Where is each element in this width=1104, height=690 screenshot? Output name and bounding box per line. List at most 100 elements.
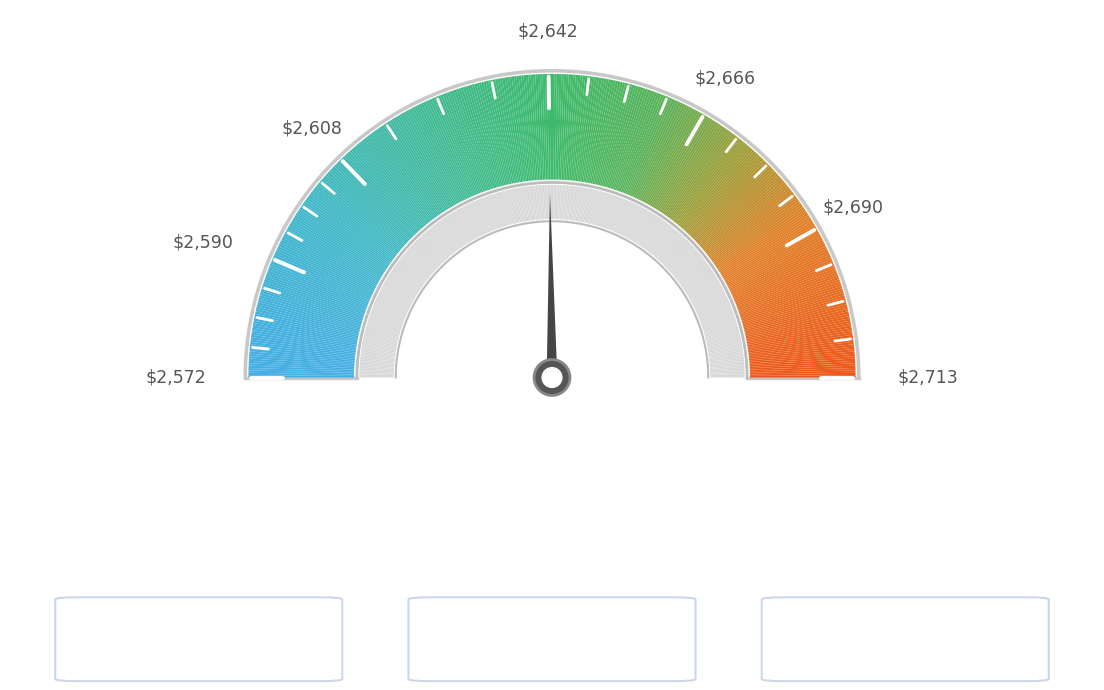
Wedge shape [257, 304, 360, 331]
Wedge shape [750, 368, 856, 373]
Text: • Avg Cost: • Avg Cost [499, 602, 605, 620]
Wedge shape [443, 218, 463, 247]
Wedge shape [368, 135, 433, 220]
Wedge shape [687, 155, 760, 233]
Wedge shape [488, 80, 512, 184]
Wedge shape [380, 290, 411, 307]
Wedge shape [365, 330, 399, 339]
Wedge shape [433, 225, 455, 253]
Wedge shape [596, 193, 607, 226]
Wedge shape [564, 75, 573, 180]
Wedge shape [709, 353, 743, 359]
Wedge shape [595, 192, 606, 226]
Wedge shape [286, 229, 380, 282]
Wedge shape [360, 366, 394, 369]
Wedge shape [746, 323, 851, 344]
Wedge shape [671, 250, 698, 274]
Wedge shape [562, 185, 565, 219]
Wedge shape [502, 191, 512, 224]
Wedge shape [732, 250, 829, 296]
Text: $2,666: $2,666 [694, 69, 755, 87]
Wedge shape [741, 286, 842, 319]
Wedge shape [279, 241, 375, 290]
Wedge shape [379, 293, 410, 309]
Wedge shape [522, 187, 529, 221]
Wedge shape [501, 191, 511, 225]
Wedge shape [698, 301, 730, 316]
Wedge shape [421, 103, 468, 199]
Wedge shape [580, 77, 597, 181]
Wedge shape [505, 190, 513, 224]
Wedge shape [498, 192, 509, 226]
Wedge shape [743, 295, 845, 325]
Wedge shape [362, 342, 396, 349]
Wedge shape [710, 361, 744, 365]
Wedge shape [582, 188, 590, 222]
Wedge shape [679, 262, 707, 284]
Wedge shape [513, 188, 521, 222]
Wedge shape [266, 275, 365, 312]
Wedge shape [514, 76, 529, 181]
Wedge shape [280, 239, 375, 289]
Wedge shape [583, 188, 591, 222]
Wedge shape [565, 186, 570, 220]
Wedge shape [401, 257, 428, 279]
Wedge shape [576, 187, 584, 221]
Wedge shape [644, 108, 694, 203]
Wedge shape [693, 291, 725, 308]
Wedge shape [722, 221, 814, 277]
Wedge shape [369, 317, 402, 328]
Wedge shape [317, 184, 400, 253]
Wedge shape [367, 324, 400, 335]
Wedge shape [393, 267, 423, 288]
Wedge shape [467, 204, 484, 235]
Wedge shape [729, 239, 824, 289]
Wedge shape [650, 226, 672, 254]
Wedge shape [584, 189, 593, 223]
Wedge shape [248, 363, 354, 370]
Wedge shape [750, 359, 856, 366]
Wedge shape [555, 74, 559, 179]
Wedge shape [682, 148, 753, 229]
Wedge shape [567, 186, 572, 220]
Wedge shape [594, 81, 618, 184]
Wedge shape [255, 311, 359, 336]
Wedge shape [301, 205, 389, 266]
Wedge shape [420, 237, 444, 263]
Wedge shape [615, 90, 650, 190]
Wedge shape [395, 220, 709, 377]
Wedge shape [519, 188, 526, 221]
Wedge shape [470, 202, 486, 234]
Wedge shape [726, 233, 820, 285]
Wedge shape [310, 191, 395, 257]
Wedge shape [716, 209, 806, 269]
Wedge shape [720, 217, 810, 274]
Wedge shape [740, 279, 840, 315]
Wedge shape [747, 325, 851, 345]
Wedge shape [318, 182, 401, 251]
Wedge shape [402, 112, 455, 206]
Wedge shape [744, 304, 847, 331]
Wedge shape [361, 351, 395, 357]
Wedge shape [697, 299, 729, 315]
Wedge shape [746, 318, 850, 340]
Wedge shape [745, 309, 848, 335]
Wedge shape [737, 273, 838, 310]
Wedge shape [707, 333, 740, 342]
Wedge shape [276, 248, 373, 295]
Wedge shape [639, 217, 659, 246]
Wedge shape [438, 95, 479, 194]
Wedge shape [360, 359, 394, 364]
Wedge shape [710, 375, 745, 376]
Wedge shape [544, 185, 546, 219]
Wedge shape [497, 193, 508, 226]
Wedge shape [328, 171, 406, 244]
Wedge shape [666, 129, 729, 217]
Wedge shape [709, 349, 743, 355]
Wedge shape [391, 270, 421, 290]
Wedge shape [417, 239, 442, 265]
Wedge shape [465, 86, 497, 188]
Wedge shape [326, 173, 405, 246]
Wedge shape [687, 275, 716, 295]
Wedge shape [675, 256, 702, 279]
